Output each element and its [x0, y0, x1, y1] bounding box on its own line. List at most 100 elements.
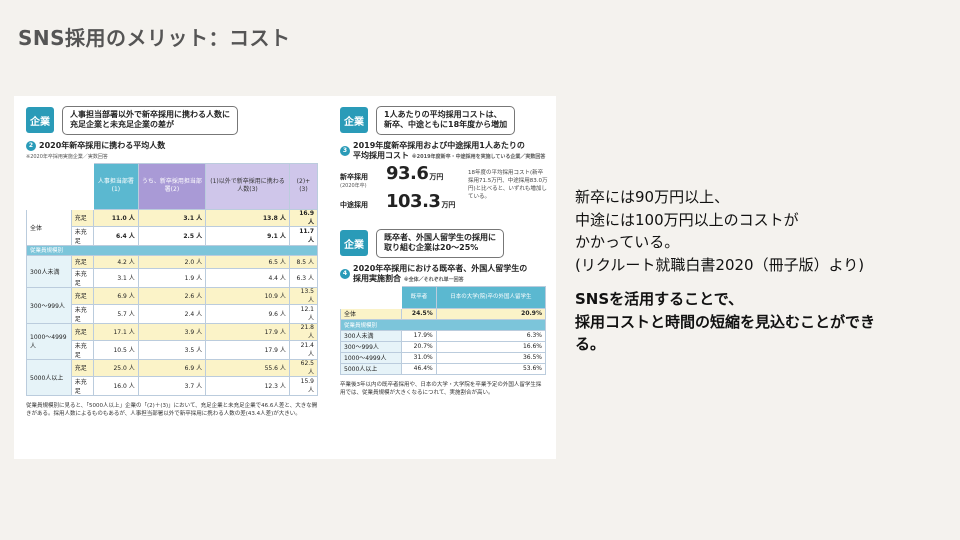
value-cell: 9.1 人: [205, 225, 290, 246]
value-cell: 16.0 人: [93, 375, 139, 396]
value-cell: 21.4 人: [288, 339, 319, 360]
value-cell: 13.8 人: [205, 208, 290, 227]
row-label: 5000人以上: [26, 358, 72, 396]
value-cell: 3.7 人: [137, 375, 207, 396]
table-row: 全体 充足 11.0 人 3.1 人 13.8 人 16.9 人: [26, 208, 319, 246]
size-header-row: 従業員規模別: [340, 318, 546, 331]
company-badge: 企業: [340, 107, 368, 134]
left-callout: 人事担当部署以外で新卒採用に携わる人数に 充足企業と未充足企業の差が: [62, 106, 238, 135]
cost-unit: 万円: [441, 200, 456, 209]
row-label: 5000人以上: [339, 362, 403, 375]
value-cell: 31.0%: [401, 351, 437, 364]
col-header: 日本の大学(院)卒の外国人留学生: [435, 285, 547, 309]
table-row: 5000人以上 46.4% 53.6%: [339, 362, 547, 375]
value-cell: 46.4%: [401, 362, 437, 375]
summary-source-line: (リクルート就職白書2020（冊子版）より): [575, 255, 865, 274]
row-label: 300人未満: [26, 254, 72, 288]
title-line: 2020年卒採用における既卒者、外国人留学生の: [353, 263, 528, 273]
value-cell: 17.9%: [401, 329, 437, 342]
table-header-row: 既卒者 日本の大学(院)卒の外国人留学生: [339, 285, 547, 309]
value-cell: 2.6 人: [137, 286, 207, 305]
value-cell: 10.9 人: [205, 286, 290, 305]
value-cell: 3.5 人: [137, 339, 207, 360]
value-cell: 16.9 人: [288, 208, 319, 227]
col-header: うち、新卒採用担当部署(2): [137, 162, 207, 210]
value-cell: 17.9 人: [205, 322, 290, 341]
status-cell: 充足: [70, 286, 95, 305]
cost-note: 18年度の平均採用コスト(新卒採用71.5万円、中途採用83.0万円)と比べると…: [468, 170, 548, 200]
value-cell: 15.9 人: [288, 375, 319, 396]
size-header: 従業員規模別: [26, 244, 318, 256]
value-cell: 3.1 人: [93, 267, 139, 288]
summary-line: 新卒には90万円以上、: [575, 188, 730, 206]
row-label: 全体: [339, 307, 403, 320]
value-cell: 4.2 人: [93, 254, 139, 269]
table-row: 未充足 16.0 人 3.7 人 12.3 人 15.9 人: [27, 375, 319, 396]
right-header-2: 企業 既卒者、外国人留学生の採用に 取り組む企業は20〜25%: [340, 228, 546, 258]
section-2-title: 2 2020年新卒採用に携わる平均人数: [26, 140, 318, 151]
left-header: 企業 人事担当部署以外で新卒採用に携わる人数に 充足企業と未充足企業の差が: [26, 106, 318, 135]
status-cell: 未充足: [70, 375, 95, 396]
section-number: 3: [340, 145, 350, 156]
table-header-row: 人事担当部署(1) うち、新卒採用担当部署(2) (1)以外で新卒採用に携わる人…: [26, 162, 319, 210]
value-cell: 17.1 人: [93, 322, 139, 341]
value-cell: 36.5%: [435, 351, 547, 364]
report-scan-image: 企業 人事担当部署以外で新卒採用に携わる人数に 充足企業と未充足企業の差が 2 …: [14, 96, 556, 459]
left-paragraph: 従業員規模別に見ると、「5000人以上」企業の「(2)＋(3)」において、充足企…: [26, 402, 318, 418]
right-callout-2: 既卒者、外国人留学生の採用に 取り組む企業は20〜25%: [376, 228, 504, 258]
cost-sub-label: (2020年卒): [340, 182, 367, 189]
title-line: 平均採用コスト: [353, 150, 409, 160]
right-header-1: 企業 1人あたりの平均採用コストは、 新卒、中途ともに18年度から増加: [340, 106, 546, 135]
section-title-text: 2020年卒採用における既卒者、外国人留学生の 採用実施割合 ※全体／それぞれ単…: [353, 264, 527, 284]
value-cell: 6.9 人: [93, 286, 139, 305]
callout-line: 人事担当部署以外で新卒採用に携わる人数に: [70, 110, 230, 119]
value-cell: 5.7 人: [93, 303, 139, 324]
value-cell: 24.5%: [401, 307, 437, 320]
section-4-title: 4 2020年卒採用における既卒者、外国人留学生の 採用実施割合 ※全体／それぞ…: [340, 264, 546, 284]
table-row: 全体 24.5% 20.9%: [339, 307, 547, 320]
value-cell: 1.9 人: [137, 267, 207, 288]
cost-label: 中途採用: [340, 200, 368, 209]
value-cell: 6.3 人: [288, 267, 319, 288]
value-cell: 6.3%: [435, 329, 547, 342]
right-callout-1: 1人あたりの平均採用コストは、 新卒、中途ともに18年度から増加: [376, 106, 516, 135]
table-row: 300人未満 17.9% 6.3%: [339, 329, 547, 342]
company-badge: 企業: [340, 230, 368, 257]
section-number: 2: [26, 140, 36, 151]
table-row: 300〜999人 充足 6.9 人 2.6 人 10.9 人 13.5 人: [26, 286, 319, 324]
status-cell: 充足: [70, 322, 95, 341]
value-cell: 20.9%: [435, 307, 547, 320]
size-header-row: 従業員規模別: [26, 244, 318, 256]
section-note: ※全体／それぞれ単一回答: [403, 276, 464, 283]
slide-title: SNS採用のメリット：コスト: [18, 26, 291, 50]
value-cell: 53.6%: [435, 362, 547, 375]
cost-value: 103.3: [386, 190, 441, 212]
value-cell: 3.1 人: [137, 208, 207, 227]
table-row: 300人未満 充足 4.2 人 2.0 人 6.5 人 8.5 人: [26, 254, 319, 288]
status-cell: 未充足: [70, 267, 95, 288]
col-header: 人事担当部署(1): [93, 162, 139, 210]
col-header: 既卒者: [401, 285, 437, 309]
section-number: 4: [340, 268, 350, 279]
table-row: 未充足 3.1 人 1.9 人 4.4 人 6.3 人: [27, 267, 319, 288]
col-header: (2)+(3): [288, 162, 319, 210]
table-row: 1000〜4999人 31.0% 36.5%: [339, 351, 547, 364]
value-cell: 25.0 人: [93, 358, 139, 377]
section-title-text: 2019年度新卒採用および中途採用1人あたりの 平均採用コスト ※2019年度新…: [353, 141, 545, 161]
cost-unit: 万円: [429, 172, 444, 181]
value-cell: 2.4 人: [137, 303, 207, 324]
summary-text: 新卒には90万円以上、 中途には100万円以上のコストが かかっている。 (リク…: [575, 186, 945, 356]
callout-line: 1人あたりの平均採用コストは、: [384, 110, 502, 119]
value-cell: 12.1 人: [288, 303, 319, 324]
staff-count-table: 人事担当部署(1) うち、新卒採用担当部署(2) (1)以外で新卒採用に携わる人…: [26, 162, 319, 396]
table-row: 5000人以上 充足 25.0 人 6.9 人 55.6 人 62.5 人: [26, 358, 319, 396]
row-label: 全体: [26, 208, 72, 246]
value-cell: 4.4 人: [205, 267, 290, 288]
value-cell: 20.7%: [401, 340, 437, 353]
value-cell: 21.8 人: [288, 322, 319, 341]
company-badge: 企業: [26, 107, 54, 134]
callout-line: 充足企業と未充足企業の差が: [70, 120, 174, 130]
status-cell: 充足: [70, 358, 95, 377]
table-row: 未充足 10.5 人 3.5 人 17.9 人 21.4 人: [27, 339, 319, 360]
value-cell: 17.9 人: [205, 339, 290, 360]
